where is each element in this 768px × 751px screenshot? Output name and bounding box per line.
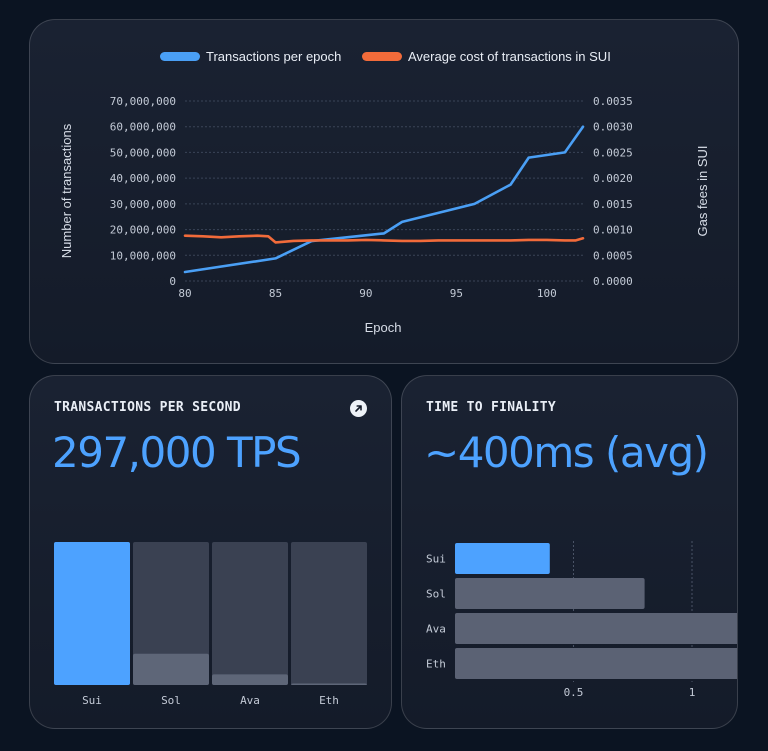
tps-bar-track [291, 542, 367, 685]
tps-card: TRANSACTIONS PER SECOND 297,000 TPS Sui S… [29, 375, 392, 729]
y2-tick-label: 0.0035 [593, 95, 633, 108]
y-tick-label: 10,000,000 [110, 249, 176, 262]
tps-bar [133, 653, 209, 685]
x-tick-label: 80 [178, 287, 191, 300]
finality-headline: ~400ms (avg) [424, 428, 709, 477]
y2-tick-label: 0.0015 [593, 198, 633, 211]
y2-tick-label: 0.0020 [593, 172, 633, 185]
tps-bar [54, 542, 130, 685]
tps-category-label: Eth [319, 694, 339, 707]
tps-bar-track [133, 542, 209, 685]
y2-tick-label: 0.0005 [593, 249, 633, 262]
legend-swatch [160, 52, 200, 61]
y2-tick-label: 0.0010 [593, 224, 633, 237]
series-line-2 [183, 234, 585, 244]
y-tick-label: 20,000,000 [110, 224, 176, 237]
tps-bar [212, 674, 288, 685]
legend-label: Average cost of transactions in SUI [408, 49, 611, 64]
finality-card-title: TIME TO FINALITY [426, 400, 557, 415]
x-tick-label: 90 [359, 287, 372, 300]
y-tick-label: 0 [169, 275, 176, 288]
finality-category-label: Ava [426, 623, 446, 636]
epoch-chart-card: 0 10,000,000 20,000,000 30,000,000 40,000,00… [29, 19, 739, 364]
series-line-1 [183, 125, 585, 274]
finality-card: TIME TO FINALITY ~400ms (avg) 0.5 1 Sui Sol… [401, 375, 738, 729]
tps-headline: 297,000 TPS [52, 428, 302, 477]
finality-category-label: Eth [426, 658, 446, 671]
tps-card-title: TRANSACTIONS PER SECOND [54, 400, 241, 415]
y2-tick-label: 0.0030 [593, 121, 633, 134]
finality-tick-label: 0.5 [564, 686, 584, 699]
tps-category-label: Sol [161, 694, 181, 707]
finality-bar [455, 648, 737, 679]
y-tick-label: 50,000,000 [110, 146, 176, 159]
finality-bar [455, 578, 645, 609]
y2-tick-label: 0.0000 [593, 275, 633, 288]
x-tick-label: 95 [450, 287, 463, 300]
tps-bar-track [212, 542, 288, 685]
y-tick-label: 30,000,000 [110, 198, 176, 211]
x-axis-title: Epoch [365, 320, 402, 335]
y2-axis-title: Gas fees in SUI [695, 145, 710, 236]
y-tick-label: 70,000,000 [110, 95, 176, 108]
legend-swatch [362, 52, 402, 61]
tps-bar-chart: Sui Sol Ava Eth [54, 542, 367, 707]
y-tick-label: 40,000,000 [110, 172, 176, 185]
tps-category-label: Ava [240, 694, 260, 707]
y-axis-title: Number of transactions [59, 123, 74, 258]
y-tick-label: 60,000,000 [110, 121, 176, 134]
tps-category-label: Sui [82, 694, 102, 707]
y2-tick-label: 0.0025 [593, 146, 633, 159]
x-tick-label: 85 [269, 287, 282, 300]
finality-tick-label: 1 [689, 686, 696, 699]
finality-category-label: Sol [426, 588, 446, 601]
finality-category-label: Sui [426, 553, 446, 566]
tps-bar [291, 683, 367, 685]
finality-bar-chart: 0.5 1 Sui Sol Ava Eth [426, 541, 737, 699]
external-link-icon[interactable] [350, 400, 367, 417]
finality-bar [455, 613, 737, 644]
legend-label: Transactions per epoch [206, 49, 341, 64]
finality-bar [455, 543, 550, 574]
x-tick-label: 100 [537, 287, 557, 300]
epoch-line-chart: 0 10,000,000 20,000,000 30,000,000 40,000,00… [59, 49, 710, 335]
